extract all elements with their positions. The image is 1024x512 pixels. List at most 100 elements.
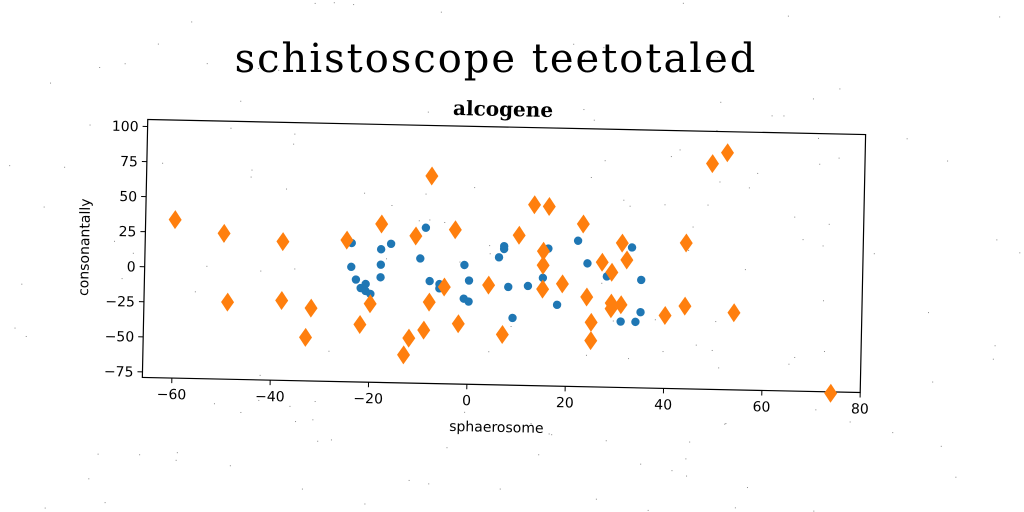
speckle: [294, 133, 296, 135]
speckle: [175, 459, 177, 461]
speckle: [771, 115, 773, 117]
speckle: [604, 160, 606, 162]
speckle: [822, 245, 824, 247]
speckle: [686, 475, 688, 477]
speckle: [873, 253, 875, 255]
data-point: [448, 220, 462, 240]
speckle: [839, 88, 841, 90]
speckle: [822, 300, 824, 302]
speckle: [132, 252, 134, 254]
speckle: [999, 16, 1001, 18]
data-point: [437, 277, 451, 297]
speckle: [828, 223, 830, 225]
speckle: [257, 68, 259, 70]
speckle: [114, 240, 116, 242]
data-point: [538, 273, 548, 283]
speckle: [947, 160, 949, 162]
speckle: [819, 163, 821, 165]
speckle: [260, 270, 262, 272]
speckle: [250, 176, 252, 178]
data-point: [422, 292, 436, 312]
data-point: [366, 289, 375, 299]
data-point: [542, 196, 556, 216]
data-point: [397, 345, 411, 365]
data-point: [627, 243, 637, 252]
speckle: [446, 447, 448, 449]
data-point: [576, 214, 590, 234]
speckle: [664, 204, 666, 206]
speckle: [408, 479, 410, 481]
speckle: [286, 188, 288, 190]
speckle: [794, 356, 796, 358]
data-point: [376, 273, 385, 282]
data-point: [425, 276, 434, 286]
data-point: [402, 328, 416, 348]
x-tick-label: 80: [851, 401, 869, 417]
speckle: [157, 43, 159, 45]
speckle: [21, 283, 23, 285]
data-point: [275, 290, 289, 310]
data-point: [706, 154, 720, 174]
data-point: [276, 232, 290, 252]
speckle: [628, 358, 630, 360]
data-point: [615, 233, 629, 253]
speckle: [679, 149, 681, 151]
speckle: [14, 327, 16, 329]
y-tick-label: 100: [112, 119, 139, 136]
speckle: [278, 69, 280, 71]
speckle: [425, 193, 427, 195]
data-point: [409, 226, 423, 246]
speckle: [176, 452, 178, 454]
speckle: [551, 434, 553, 436]
data-point: [636, 307, 645, 317]
speckle: [364, 503, 366, 505]
speckle: [746, 487, 748, 489]
x-tick-label: −20: [353, 391, 383, 408]
speckle: [838, 157, 840, 159]
speckle: [818, 137, 820, 139]
speckle: [488, 351, 490, 353]
speckle: [427, 111, 429, 113]
speckle: [386, 258, 388, 260]
speckle: [849, 421, 851, 423]
speckle: [932, 381, 934, 383]
series-1: [347, 223, 646, 327]
speckle: [124, 63, 126, 65]
speckle: [707, 204, 709, 206]
speckle: [312, 419, 314, 421]
speckle: [499, 488, 501, 490]
speckle: [206, 63, 208, 65]
speckle: [259, 374, 261, 376]
speckle: [688, 249, 690, 251]
speckle: [213, 403, 215, 405]
speckle: [474, 187, 476, 189]
data-point: [499, 242, 509, 251]
speckle: [994, 345, 996, 347]
speckle: [364, 192, 366, 194]
speckle: [815, 409, 817, 411]
data-point: [523, 281, 533, 291]
y-axis: −75 −50 −25 0 25 50 75 100: [104, 119, 148, 381]
speckle: [314, 2, 316, 4]
figure-suptitle: schistoscope teetotaled: [235, 36, 758, 82]
data-point: [376, 260, 386, 269]
speckle: [89, 124, 91, 126]
speckle: [548, 433, 550, 435]
speckle: [314, 401, 316, 403]
speckle: [928, 312, 930, 314]
data-point: [583, 259, 592, 268]
speckle: [812, 98, 814, 100]
x-axis: −60 −40 −20 0 20 40 60 80: [157, 378, 869, 418]
speckle: [718, 367, 720, 369]
data-point: [584, 312, 598, 332]
speckle: [823, 351, 825, 353]
data-point: [363, 294, 377, 314]
speckle: [744, 269, 746, 271]
plot-area-frame: [141, 118, 867, 394]
data-point: [460, 260, 469, 270]
data-point: [508, 313, 517, 323]
data-point: [720, 143, 734, 163]
y-tick-label: −50: [104, 329, 134, 346]
speckle: [104, 502, 106, 504]
x-axis-label: sphaerosome: [449, 419, 544, 437]
